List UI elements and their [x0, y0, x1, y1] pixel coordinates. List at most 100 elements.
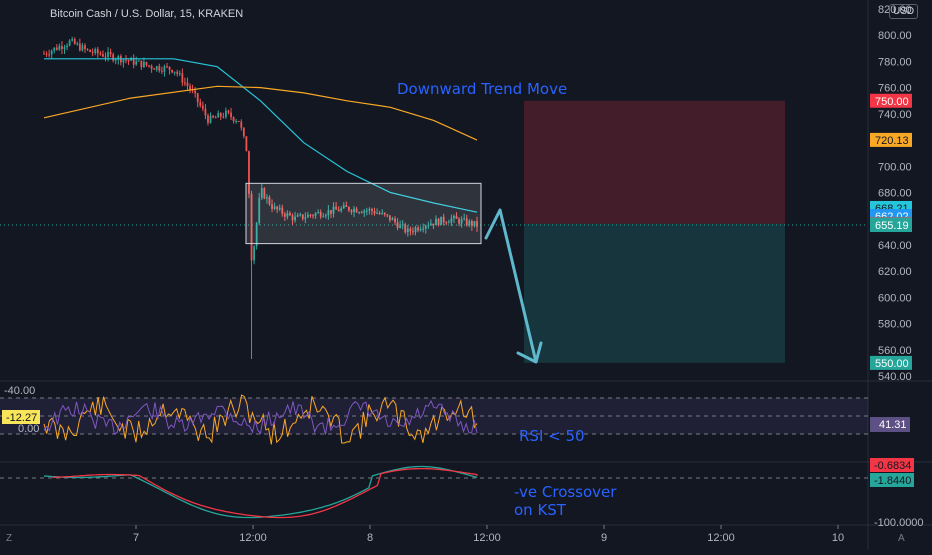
- candle-body[interactable]: [335, 206, 337, 210]
- candle-body[interactable]: [470, 220, 473, 226]
- candle-body[interactable]: [465, 218, 468, 226]
- candle-body[interactable]: [48, 54, 51, 56]
- candle-body[interactable]: [125, 59, 127, 61]
- candle-body[interactable]: [214, 117, 217, 119]
- candle-body[interactable]: [368, 209, 371, 211]
- candle-body[interactable]: [304, 217, 307, 219]
- candle-body[interactable]: [96, 49, 99, 54]
- candle-body[interactable]: [78, 43, 81, 51]
- candle-body[interactable]: [299, 214, 302, 216]
- candle-body[interactable]: [301, 214, 304, 219]
- candle-body[interactable]: [76, 43, 79, 45]
- candle-body[interactable]: [66, 45, 68, 48]
- candle-body[interactable]: [104, 56, 107, 58]
- candle-body[interactable]: [432, 223, 435, 226]
- candle-body[interactable]: [68, 40, 71, 46]
- candle-body[interactable]: [286, 213, 289, 217]
- candle-body[interactable]: [268, 197, 271, 205]
- candle-body[interactable]: [140, 60, 143, 68]
- candle-body[interactable]: [178, 73, 181, 75]
- candle-body[interactable]: [340, 208, 343, 212]
- candle-body[interactable]: [109, 51, 112, 55]
- candle-body[interactable]: [371, 209, 373, 212]
- auto-scale-button[interactable]: A: [898, 533, 905, 544]
- candle-body[interactable]: [230, 112, 232, 118]
- candle-body[interactable]: [237, 121, 240, 123]
- candle-body[interactable]: [204, 108, 207, 116]
- candle-body[interactable]: [460, 219, 463, 224]
- candle-body[interactable]: [337, 209, 340, 212]
- candle-body[interactable]: [412, 231, 414, 233]
- candle-body[interactable]: [353, 208, 355, 213]
- moving-averages-group[interactable]: [43, 58, 478, 213]
- candle-body[interactable]: [160, 70, 163, 72]
- candle-body[interactable]: [135, 61, 138, 65]
- candle-body[interactable]: [355, 208, 358, 213]
- candle-body[interactable]: [296, 215, 299, 217]
- candle-body[interactable]: [81, 45, 84, 51]
- candle-body[interactable]: [447, 222, 450, 224]
- candle-body[interactable]: [289, 213, 291, 216]
- candle-body[interactable]: [55, 47, 58, 50]
- candle-body[interactable]: [386, 214, 389, 216]
- candle-body[interactable]: [363, 210, 366, 213]
- candle-body[interactable]: [391, 218, 394, 221]
- candle-body[interactable]: [399, 224, 402, 228]
- candle-body[interactable]: [276, 206, 279, 210]
- candle-body[interactable]: [53, 47, 56, 51]
- currency-button[interactable]: USD: [889, 4, 919, 19]
- candle-body[interactable]: [253, 246, 255, 261]
- moving-average-line[interactable]: [44, 58, 478, 213]
- candle-body[interactable]: [137, 60, 140, 62]
- candle-body[interactable]: [189, 86, 191, 90]
- candle-body[interactable]: [450, 218, 453, 223]
- candle-body[interactable]: [86, 48, 89, 50]
- candle-body[interactable]: [235, 121, 238, 123]
- candle-body[interactable]: [463, 218, 466, 220]
- candle-body[interactable]: [378, 212, 381, 214]
- candle-body[interactable]: [63, 47, 66, 49]
- candles-group[interactable]: [43, 36, 478, 359]
- candle-body[interactable]: [294, 216, 296, 221]
- candle-body[interactable]: [217, 113, 220, 118]
- candle-body[interactable]: [383, 212, 386, 215]
- candle-body[interactable]: [437, 218, 440, 226]
- candle-body[interactable]: [424, 225, 427, 229]
- candle-body[interactable]: [283, 213, 286, 217]
- candle-body[interactable]: [312, 215, 314, 217]
- candle-body[interactable]: [153, 68, 156, 70]
- rsi-line-yellow[interactable]: [43, 394, 478, 445]
- consolidation-box[interactable]: [245, 182, 482, 245]
- candle-body[interactable]: [427, 225, 430, 227]
- candle-body[interactable]: [43, 53, 45, 55]
- candle-body[interactable]: [271, 204, 273, 209]
- candle-body[interactable]: [184, 82, 186, 84]
- candle-body[interactable]: [273, 206, 276, 209]
- candle-body[interactable]: [429, 223, 432, 226]
- candle-body[interactable]: [388, 215, 391, 221]
- candle-body[interactable]: [114, 59, 117, 61]
- moving-average-line[interactable]: [43, 85, 478, 141]
- candle-body[interactable]: [50, 50, 53, 55]
- candle-body[interactable]: [91, 51, 94, 53]
- candle-body[interactable]: [358, 212, 361, 214]
- candle-body[interactable]: [168, 66, 171, 70]
- candle-body[interactable]: [281, 207, 284, 214]
- candle-body[interactable]: [445, 222, 448, 224]
- candle-body[interactable]: [376, 212, 378, 214]
- candle-body[interactable]: [199, 102, 202, 106]
- candle-body[interactable]: [61, 46, 63, 49]
- candle-body[interactable]: [440, 216, 443, 226]
- candle-body[interactable]: [324, 215, 327, 217]
- candle-body[interactable]: [476, 221, 478, 227]
- candle-body[interactable]: [396, 222, 399, 228]
- candle-body[interactable]: [468, 220, 471, 226]
- candle-body[interactable]: [89, 49, 92, 52]
- candle-body[interactable]: [458, 218, 460, 224]
- candle-body[interactable]: [250, 193, 253, 261]
- candle-body[interactable]: [232, 117, 235, 122]
- candle-body[interactable]: [225, 110, 227, 117]
- candle-body[interactable]: [73, 39, 76, 44]
